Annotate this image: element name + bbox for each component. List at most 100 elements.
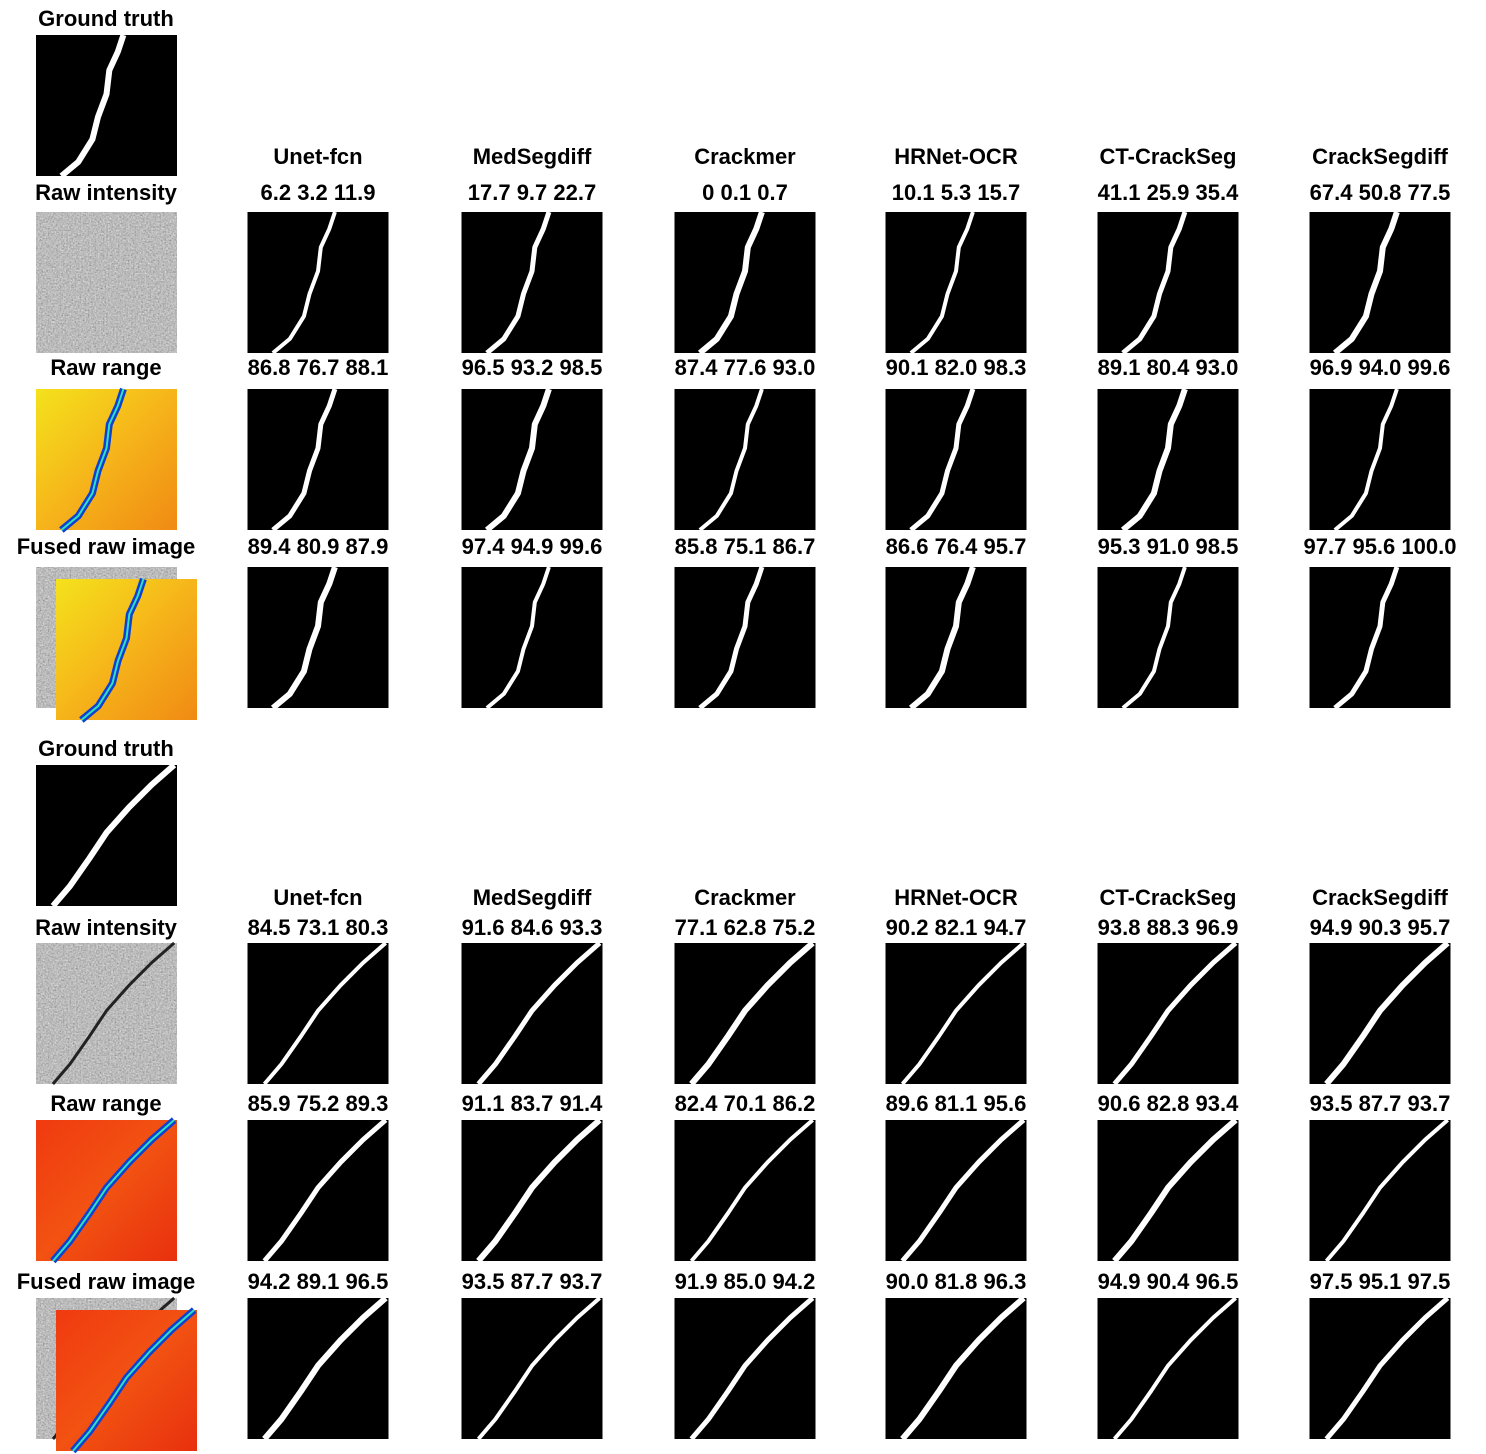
score-text: 93.5 87.7 93.7 — [462, 1269, 603, 1294]
crack-mask — [476, 941, 602, 1086]
crack-mask — [262, 1295, 388, 1441]
crack-mask — [485, 211, 552, 355]
crack-mask — [1324, 940, 1450, 1086]
crack-mask — [1112, 941, 1238, 1086]
mask-image — [461, 567, 603, 708]
crack-mask — [698, 566, 765, 710]
score-text: 91.9 85.0 94.2 — [675, 1269, 816, 1294]
score-text: 94.9 90.3 95.7 — [1310, 915, 1451, 940]
score-text: 86.6 76.4 95.7 — [886, 534, 1027, 559]
mask-image — [885, 567, 1027, 708]
score-text: 89.6 81.1 95.6 — [886, 1091, 1027, 1116]
score-text: 82.4 70.1 86.2 — [675, 1091, 816, 1116]
crack-edge — [80, 578, 145, 721]
score-text: 86.8 76.7 88.1 — [248, 355, 389, 380]
crack-mask — [271, 388, 338, 532]
crack-mask — [1333, 388, 1399, 532]
score-text: 87.4 77.6 93.0 — [675, 355, 816, 380]
row-label: Fused raw image — [17, 534, 196, 559]
crack-mask — [1333, 566, 1400, 710]
crack-mask — [900, 1118, 1026, 1263]
crack-mask — [1332, 211, 1400, 356]
crack-mask — [697, 211, 765, 356]
crack-mask — [900, 941, 1025, 1086]
crack-mask — [270, 566, 338, 711]
score-text: 67.4 50.8 77.5 — [1310, 180, 1451, 205]
row-label: Raw intensity — [35, 180, 178, 205]
score-text: 91.1 83.7 91.4 — [462, 1091, 603, 1116]
mask-image — [1097, 567, 1239, 708]
method-name: MedSegdiff — [473, 885, 592, 910]
crack-mask — [476, 1296, 601, 1441]
method-name: CrackSegdiff — [1312, 885, 1448, 910]
score-text: 96.9 94.0 99.6 — [1310, 355, 1451, 380]
range-image — [36, 389, 177, 530]
method-name: Crackmer — [694, 885, 796, 910]
mask-image — [885, 389, 1027, 530]
score-text: 89.4 80.9 87.9 — [248, 534, 389, 559]
mask-image — [36, 35, 177, 176]
crack-mask — [262, 1118, 388, 1263]
score-text: 97.7 95.6 100.0 — [1304, 534, 1457, 559]
score-text: 90.0 81.8 96.3 — [886, 1269, 1027, 1294]
score-text: 97.5 95.1 97.5 — [1310, 1269, 1451, 1294]
ground-truth-label: Ground truth — [38, 736, 174, 761]
row-label: Raw intensity — [35, 915, 178, 940]
score-text: 94.9 90.4 96.5 — [1098, 1269, 1239, 1294]
ground-truth-label: Ground truth — [38, 6, 174, 31]
crack-mask — [59, 34, 127, 179]
crack-mask — [262, 941, 387, 1086]
score-text: 85.8 75.1 86.7 — [675, 534, 816, 559]
intensity-image — [36, 212, 177, 353]
crack-mask — [909, 388, 976, 532]
score-text: 95.3 91.0 98.5 — [1098, 534, 1239, 559]
score-text: 97.4 94.9 99.6 — [462, 534, 603, 559]
method-name: Unet-fcn — [273, 144, 362, 169]
score-text: 17.7 9.7 22.7 — [468, 180, 596, 205]
crack-mask — [1121, 566, 1187, 710]
mask-image — [247, 567, 389, 708]
method-name: CT-CrackSeg — [1100, 885, 1237, 910]
crack-edge — [52, 1119, 175, 1262]
score-text: 90.1 82.0 98.3 — [886, 355, 1027, 380]
score-text: 41.1 25.9 35.4 — [1098, 180, 1239, 205]
crack-mask — [485, 566, 551, 710]
mask-image — [674, 212, 816, 353]
mask-image — [1097, 389, 1239, 530]
score-text: 90.2 82.1 94.7 — [886, 915, 1027, 940]
crack-mask — [689, 1296, 815, 1441]
score-text: 93.5 87.7 93.7 — [1310, 1091, 1451, 1116]
crack-edge — [60, 388, 125, 531]
score-text: 0 0.1 0.7 — [702, 180, 788, 205]
row-label: Raw range — [50, 355, 161, 380]
crack-mask — [1112, 1117, 1238, 1263]
mask-image — [247, 212, 389, 353]
crack-mask — [484, 388, 552, 533]
crack-mask — [689, 940, 815, 1086]
method-name: HRNet-OCR — [894, 885, 1018, 910]
crack-mask — [1121, 211, 1188, 355]
crack-mask — [271, 211, 337, 355]
crack-mask — [1112, 1296, 1237, 1441]
mask-image — [1309, 567, 1451, 708]
score-text: 85.9 75.2 89.3 — [248, 1091, 389, 1116]
method-name: Crackmer — [694, 144, 796, 169]
score-text: 10.1 5.3 15.7 — [892, 180, 1020, 205]
crack-mask — [908, 566, 976, 711]
crack-mask — [689, 1118, 814, 1263]
crack-mask — [900, 1295, 1026, 1441]
score-text: 77.1 62.8 75.2 — [675, 915, 816, 940]
mask-image — [1309, 212, 1451, 353]
mask-image — [461, 389, 603, 530]
score-text: 90.6 82.8 93.4 — [1098, 1091, 1239, 1116]
score-text: 84.5 73.1 80.3 — [248, 915, 389, 940]
intensity-image — [36, 943, 177, 1084]
row-label: Fused raw image — [17, 1269, 196, 1294]
score-text: 89.1 80.4 93.0 — [1098, 355, 1239, 380]
crack-mask — [909, 211, 975, 355]
mask-image — [1097, 212, 1239, 353]
crack-mask — [50, 762, 177, 908]
crack-mask — [1324, 1296, 1450, 1441]
row-label: Raw range — [50, 1091, 161, 1116]
